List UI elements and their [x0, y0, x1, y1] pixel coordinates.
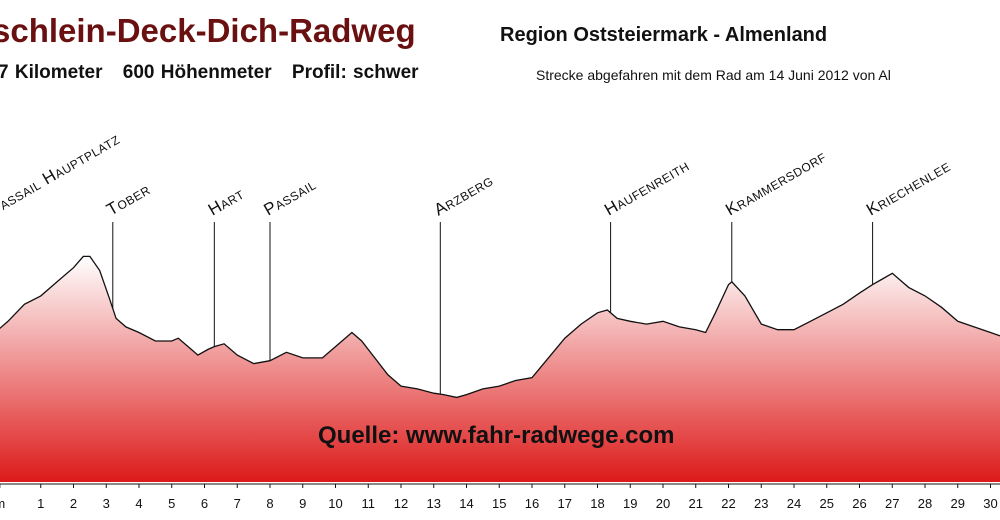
- x-tick-label: 3: [103, 496, 110, 511]
- x-tick-label: 1: [37, 496, 44, 511]
- annotation-label: Krammersdorf: [722, 147, 829, 220]
- annotation-label: Passail: [261, 175, 320, 220]
- x-tick-label: 10: [328, 496, 342, 511]
- x-tick-label: 12: [394, 496, 408, 511]
- x-tick-label: 23: [754, 496, 768, 511]
- x-tick-label: 16: [525, 496, 539, 511]
- route-stats: 7 Kilometer 600 Höhenmeter Profil: schwe…: [0, 62, 433, 84]
- profile-area: [0, 256, 1000, 482]
- distance-text: 7 Kilometer: [0, 62, 103, 83]
- x-tick-label: 25: [820, 496, 834, 511]
- x-tick-label: 18: [590, 496, 604, 511]
- x-tick-label: 7: [234, 496, 241, 511]
- x-tick-label: 8: [266, 496, 273, 511]
- annotation-label: Kriechenlee: [863, 156, 954, 219]
- x-tick-label: 9: [299, 496, 306, 511]
- x-tick-label: 11: [362, 496, 376, 511]
- x-tick-label: 4: [135, 496, 142, 511]
- annotation-label: Hart: [205, 184, 248, 220]
- annotation-label: Tober: [103, 180, 153, 220]
- x-tick-label: 6: [201, 496, 208, 511]
- x-tick-label: 14: [459, 496, 473, 511]
- x-tick-label: 19: [623, 496, 637, 511]
- x-axis: m123456789101112131415161718192021222324…: [0, 483, 1000, 511]
- x-tick-label: 2: [70, 496, 77, 511]
- annotation-label: Arzberg: [431, 171, 497, 220]
- elevation-text: 600 Höhenmeter: [122, 62, 272, 83]
- source-watermark: Quelle: www.fahr-radwege.com: [318, 422, 675, 449]
- profile-area-layer: [0, 255, 1000, 482]
- x-tick-label: 28: [918, 496, 932, 511]
- profile-line: [0, 255, 1000, 399]
- x-tick-label: 15: [492, 496, 506, 511]
- x-tick-label: 17: [558, 496, 572, 511]
- x-tick-label: 20: [656, 496, 670, 511]
- x-tick-label: 5: [168, 496, 175, 511]
- x-tick-label: 30: [983, 496, 997, 511]
- x-tick-label: 22: [721, 496, 735, 511]
- x-tick-label: 26: [852, 496, 866, 511]
- x-tick-label: 27: [885, 496, 899, 511]
- x-tick-label: 29: [951, 496, 965, 511]
- x-tick-label: 21: [689, 496, 703, 511]
- ride-note: Strecke abgefahren mit dem Rad am 14 Jun…: [536, 67, 891, 83]
- x-tick-label: 24: [787, 496, 801, 511]
- route-title: schlein-Deck-Dich-Radweg: [0, 12, 416, 49]
- profile-text: Profil: schwer: [291, 62, 419, 83]
- region-label: Region Oststeiermark - Almenland: [500, 24, 828, 46]
- annotation-label: Haufenreith: [601, 156, 692, 220]
- x-tick-label: 13: [427, 496, 441, 511]
- x-tick-label: m: [0, 496, 5, 511]
